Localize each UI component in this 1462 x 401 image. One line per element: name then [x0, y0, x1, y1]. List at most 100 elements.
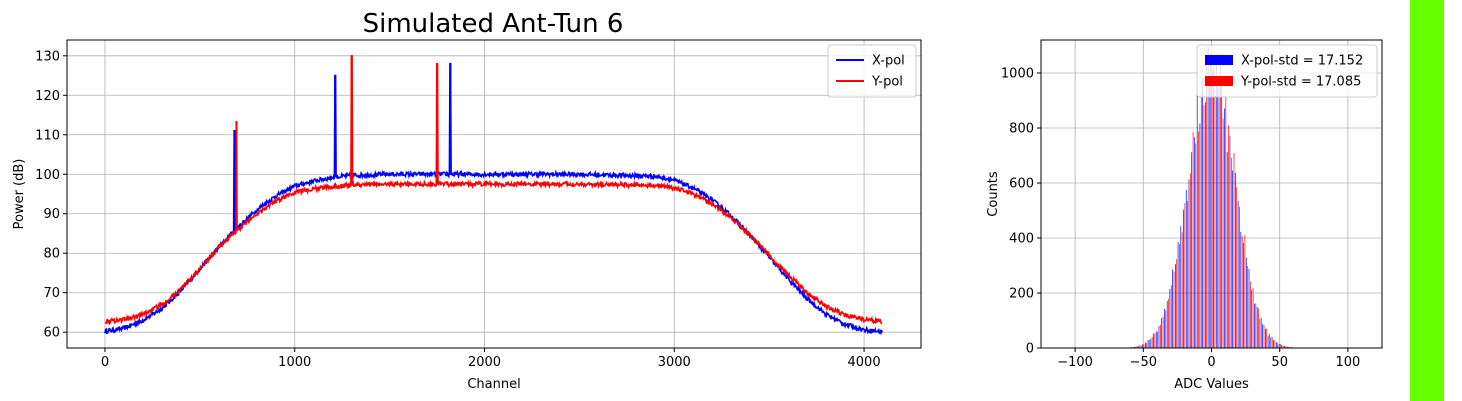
- histogram-bar: [1136, 346, 1138, 348]
- histogram-bar: [1265, 328, 1266, 348]
- histogram-bar: [1151, 336, 1153, 348]
- histogram-bar: [1206, 60, 1208, 349]
- histogram-bar: [1267, 335, 1269, 348]
- histogram-bar: [1145, 342, 1146, 348]
- histogram-bar: [1217, 83, 1218, 349]
- histogram-bar: [1221, 80, 1223, 349]
- spectrum-x-tick-label: 0: [101, 355, 109, 370]
- histogram-bar: [1256, 307, 1258, 348]
- histogram-bar: [1150, 338, 1152, 348]
- histogram-bar: [1172, 269, 1173, 348]
- histogram-bar: [1134, 346, 1135, 348]
- histogram-bar: [1149, 339, 1150, 348]
- histogram-bar: [1245, 257, 1247, 348]
- histogram-bar: [1260, 317, 1262, 348]
- histogram-bar: [1153, 333, 1154, 348]
- histogram-bar: [1241, 236, 1243, 348]
- histogram-bar: [1278, 344, 1280, 348]
- histogram-bar: [1194, 137, 1195, 348]
- histogram-bar: [1185, 189, 1187, 348]
- histogram-bar: [1158, 326, 1160, 348]
- histogram-bar: [1286, 346, 1288, 348]
- spectrum-y-tick-label: 100: [35, 168, 60, 183]
- histogram-bar: [1176, 259, 1178, 348]
- histogram-bar: [1177, 241, 1179, 348]
- histogram-bar: [1280, 343, 1281, 348]
- histogram-legend-label: Y-pol-std = 17.085: [1240, 75, 1361, 90]
- histogram-bar: [1195, 143, 1197, 348]
- histogram-x-axis-label: ADC Values: [1174, 377, 1249, 392]
- spectrum-y-tick-label: 90: [43, 207, 60, 222]
- histogram-legend: X-pol-std = 17.152 Y-pol-std = 17.085: [1196, 44, 1378, 98]
- histogram-bar: [1165, 310, 1167, 348]
- histogram-bar: [1220, 60, 1221, 348]
- histogram-bar: [1230, 157, 1232, 348]
- histogram-bar: [1160, 324, 1161, 348]
- histogram-bar: [1232, 170, 1233, 348]
- histogram-bar: [1254, 303, 1255, 348]
- histogram-bar: [1200, 90, 1202, 349]
- spectrum-x-tick-label: 2000: [468, 355, 501, 370]
- histogram-bar: [1282, 345, 1284, 348]
- histogram-bar: [1284, 345, 1285, 348]
- histogram-bar: [1143, 344, 1145, 348]
- histogram-bar: [1277, 342, 1278, 348]
- histogram-y-tick-label: 200: [1009, 287, 1034, 302]
- histogram-y-tick-label: 400: [1009, 232, 1034, 247]
- histogram-y-tick-label: 800: [1009, 122, 1034, 137]
- histogram-bar: [1266, 328, 1268, 348]
- histogram-bar: [1168, 298, 1169, 348]
- histogram-bar: [1229, 136, 1231, 348]
- spectrum-x-tick-label: 1000: [278, 355, 311, 370]
- histogram-bar: [1235, 172, 1236, 348]
- spectrum-chart-title: Simulated Ant-Tun 6: [363, 9, 624, 39]
- histogram-bar: [1233, 152, 1235, 348]
- histogram-bar: [1164, 309, 1165, 348]
- histogram-bar: [1207, 46, 1209, 349]
- histogram-bar: [1140, 345, 1142, 348]
- histogram-bar: [1183, 209, 1184, 348]
- histogram-y-tick-label: 0: [1026, 342, 1034, 357]
- histogram-x-tick-label: 50: [1271, 355, 1288, 370]
- histogram-bar: [1213, 68, 1214, 348]
- histogram-bar: [1214, 95, 1216, 348]
- histogram-bar: [1209, 80, 1210, 348]
- histogram-bar: [1198, 131, 1199, 348]
- histogram-bar: [1155, 331, 1157, 348]
- histogram-bar: [1243, 242, 1244, 348]
- spectrum-y-tick-label: 130: [35, 49, 60, 64]
- histogram-bar: [1262, 324, 1263, 348]
- histogram-x-tick-label: 100: [1335, 355, 1360, 370]
- histogram-bar: [1196, 94, 1198, 348]
- histogram-bar: [1162, 316, 1164, 348]
- histogram-bar: [1251, 289, 1253, 348]
- histogram-bar: [1142, 344, 1143, 348]
- histogram-bar: [1199, 123, 1201, 348]
- histogram-bar: [1180, 226, 1182, 348]
- histogram-bar: [1146, 342, 1148, 348]
- spectrum-y-tick-label: 110: [35, 128, 60, 143]
- histogram-x-tick-label: 0: [1207, 355, 1215, 370]
- spectrum-y-tick-label: 60: [43, 326, 60, 341]
- spectrum-x-tick-label: 4000: [848, 355, 881, 370]
- histogram-bar: [1285, 346, 1287, 348]
- spectrum-x-axis-label: Channel: [467, 377, 520, 392]
- histogram-bar: [1236, 186, 1238, 348]
- histogram-bar: [1263, 324, 1265, 348]
- status-bar: [1410, 0, 1444, 401]
- histogram-bar: [1275, 342, 1277, 348]
- histogram-bar: [1154, 333, 1156, 348]
- histogram-bar: [1203, 105, 1205, 348]
- histogram-bar: [1161, 317, 1163, 348]
- histogram-bar: [1225, 94, 1227, 349]
- histogram-bar: [1224, 108, 1225, 349]
- histogram-bar: [1222, 118, 1224, 348]
- histogram-bar: [1139, 345, 1141, 348]
- histogram-bar: [1210, 54, 1212, 349]
- histogram-bar: [1252, 287, 1254, 348]
- histogram-legend-swatch: [1205, 55, 1233, 65]
- histogram-bar: [1244, 234, 1246, 348]
- histogram-bar: [1184, 202, 1186, 348]
